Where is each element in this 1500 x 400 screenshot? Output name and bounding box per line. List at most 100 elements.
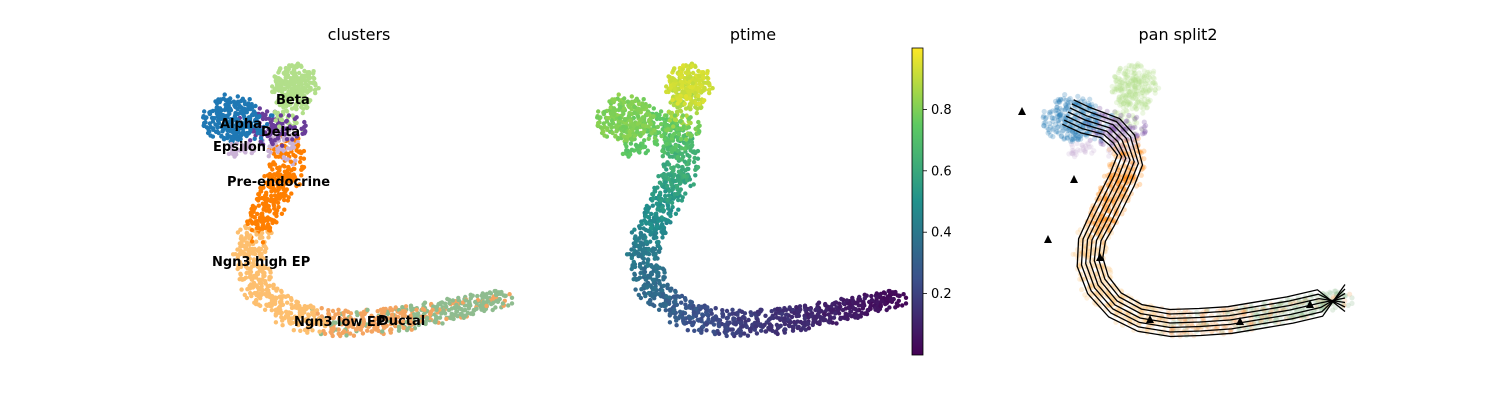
cluster-point xyxy=(336,331,341,336)
ptime-point xyxy=(631,259,636,265)
ptime-point xyxy=(848,309,853,314)
cluster-point xyxy=(281,105,286,110)
ptime-point xyxy=(661,283,666,288)
cluster-point xyxy=(238,271,243,276)
ptime-point xyxy=(678,151,683,156)
cluster-point xyxy=(489,301,494,307)
cluster-point xyxy=(310,322,315,327)
cluster-point xyxy=(354,326,359,332)
ptime-point xyxy=(671,165,676,170)
cluster-point xyxy=(420,306,425,312)
cluster-point xyxy=(437,315,443,320)
ptime-point xyxy=(874,291,879,296)
ptime-point xyxy=(704,312,709,317)
cluster-point xyxy=(312,87,318,93)
ptime-point xyxy=(735,310,740,316)
ptime-point xyxy=(630,137,635,142)
ptime-point xyxy=(658,190,663,195)
cluster-point xyxy=(393,305,398,310)
pan-split2-point xyxy=(1332,288,1338,294)
cluster-point xyxy=(279,211,285,216)
cluster-point xyxy=(397,325,402,331)
cluster-point xyxy=(409,327,414,332)
ptime-point xyxy=(691,310,696,315)
ptime-point xyxy=(649,211,654,217)
cluster-point xyxy=(268,270,273,275)
cluster-point xyxy=(298,155,303,161)
cluster-point xyxy=(254,239,259,244)
cluster-point xyxy=(268,275,273,280)
cluster-point xyxy=(270,141,275,147)
ptime-point xyxy=(693,126,698,131)
ptime-point xyxy=(784,307,789,313)
ptime-point xyxy=(620,151,626,157)
cluster-point xyxy=(246,123,252,128)
cluster-point xyxy=(414,307,419,312)
cluster-point xyxy=(366,324,371,329)
ptime-point xyxy=(888,292,893,298)
pan-split2-title: pan split2 xyxy=(1138,25,1217,44)
cluster-point xyxy=(252,247,258,252)
cluster-point xyxy=(398,319,403,325)
ptime-point xyxy=(662,131,667,136)
cluster-point xyxy=(271,151,276,156)
cluster-point xyxy=(260,235,265,240)
ptime-point xyxy=(641,104,646,110)
ptime-point xyxy=(831,315,837,320)
ptime-point xyxy=(632,104,637,110)
cluster-point xyxy=(260,224,266,229)
ptime-point xyxy=(672,117,677,122)
cluster-point xyxy=(243,150,248,155)
cluster-point xyxy=(484,303,489,309)
ptime-point xyxy=(613,134,618,139)
cluster-point xyxy=(239,287,244,292)
ptime-point xyxy=(693,64,698,70)
cluster-point xyxy=(263,116,269,122)
ptime-point xyxy=(683,191,688,196)
ptime-point xyxy=(644,214,649,219)
cluster-point xyxy=(283,71,288,77)
ptime-point xyxy=(749,312,754,318)
cluster-point xyxy=(408,303,414,308)
cluster-point xyxy=(296,88,301,94)
ptime-point xyxy=(667,307,672,313)
pan-split2-point xyxy=(1079,287,1085,293)
cluster-point xyxy=(272,218,277,224)
cluster-point xyxy=(273,320,279,325)
ptime-point xyxy=(648,297,653,303)
cluster-point xyxy=(472,308,477,313)
ptime-point xyxy=(655,124,660,130)
cluster-point xyxy=(249,293,254,299)
ptime-point xyxy=(643,277,649,282)
cluster-point xyxy=(469,311,474,316)
cluster-point xyxy=(261,207,266,212)
ptime-point xyxy=(763,329,769,334)
ptime-point xyxy=(798,327,804,333)
ptime-point xyxy=(673,315,678,320)
ptime-point xyxy=(669,78,674,83)
ptime-point xyxy=(645,111,650,116)
ptime-point xyxy=(694,110,699,116)
cluster-point xyxy=(202,109,207,114)
ptime-point xyxy=(709,311,714,316)
colorbar-tick-label: 0.2 xyxy=(931,287,952,302)
cluster-point xyxy=(264,190,269,195)
cluster-point xyxy=(422,300,428,305)
cluster-point xyxy=(362,311,367,317)
cluster-point xyxy=(255,211,260,217)
ptime-point xyxy=(796,313,802,318)
pan-split2-point xyxy=(1208,313,1215,319)
cluster-point xyxy=(302,93,307,99)
ptime-point xyxy=(682,296,688,301)
ptime-point xyxy=(855,308,860,313)
ptime-point xyxy=(809,314,814,319)
ptime-point xyxy=(818,315,824,321)
cluster-label: Delta xyxy=(261,125,300,140)
ptime-point xyxy=(878,303,883,309)
ptime-point xyxy=(635,121,640,127)
cluster-point xyxy=(395,314,401,320)
ptime-point xyxy=(623,141,628,147)
cluster-point xyxy=(285,146,290,151)
ptime-point xyxy=(650,249,656,254)
